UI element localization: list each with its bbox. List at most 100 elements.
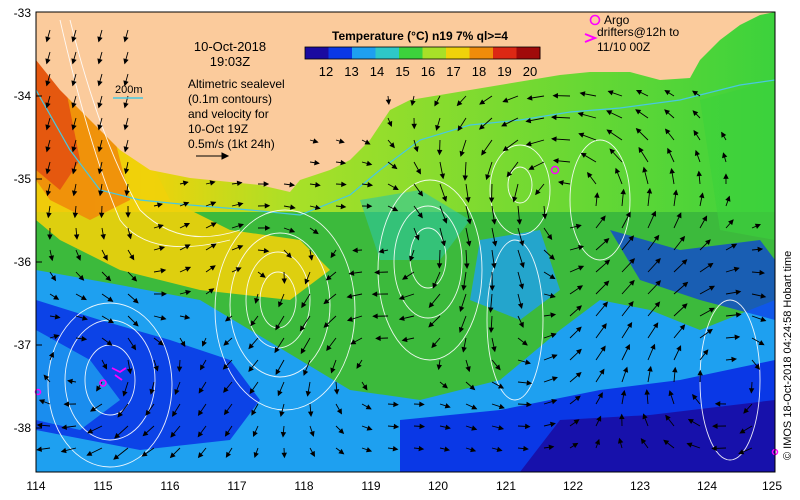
velocity-arrow-head [714, 401, 721, 407]
velocity-arrow-head [481, 149, 487, 156]
velocity-arrow-head [693, 129, 699, 136]
velocity-arrow-head [609, 148, 616, 155]
velocity-arrow-head [461, 346, 467, 353]
velocity-arrow-head [731, 356, 737, 363]
velocity-arrow-head [340, 203, 347, 210]
velocity-arrow-head [491, 346, 497, 353]
velocity-arrow-head [436, 263, 443, 269]
velocity-arrow-head [651, 210, 657, 217]
velocity-arrow-head [46, 212, 52, 219]
lon-label: 118 [294, 479, 313, 493]
velocity-arrow-head [444, 403, 451, 409]
velocity-arrow-head [81, 336, 88, 342]
velocity-arrow-head [603, 280, 610, 287]
velocity-arrow-head [153, 365, 159, 372]
velocity-arrow-head [223, 386, 229, 393]
velocity-arrow-head [60, 447, 67, 454]
velocity-arrow-head [97, 102, 103, 109]
velocity-arrow-head [722, 152, 728, 159]
velocity-arrow-head [362, 384, 368, 391]
scale-arrow [196, 152, 230, 160]
velocity-arrow-head [573, 419, 580, 425]
velocity-arrow-head [664, 128, 671, 135]
velocity-arrow-head [264, 203, 271, 209]
velocity-arrow-head [45, 80, 51, 87]
velocity-arrow-head [130, 344, 137, 351]
velocity-arrow-head [367, 182, 374, 188]
velocity-arrow-head [145, 409, 151, 416]
velocity-arrow-head [665, 414, 671, 421]
velocity-arrow-head [549, 421, 556, 428]
velocity-arrow-head [696, 170, 702, 177]
velocity-arrow-head [470, 446, 477, 453]
velocity-arrow-head [435, 124, 441, 131]
velocity-arrow-head [224, 430, 231, 437]
velocity-arrow-head [622, 366, 629, 373]
velocity-arrow-head [541, 213, 548, 220]
velocity-arrow-head [465, 366, 471, 373]
lon-label: 115 [93, 479, 112, 493]
velocity-arrow-head [170, 431, 176, 438]
velocity-arrow-head [75, 254, 81, 261]
velocity-arrow-head [578, 265, 585, 271]
velocity-arrow-head [748, 388, 755, 394]
velocity-arrow-head [668, 390, 674, 397]
velocity-arrow-head [308, 254, 314, 261]
velocity-arrow-head [488, 307, 494, 313]
velocity-arrow-head [338, 428, 345, 435]
velocity-arrow-head [550, 312, 557, 318]
velocity-arrow-head [428, 321, 435, 328]
velocity-arrow-head [471, 404, 478, 410]
velocity-arrow-head [440, 240, 446, 247]
drifter-label-line: 11/10 00Z [597, 40, 650, 54]
velocity-arrow-head [208, 288, 215, 294]
velocity-arrow-head [210, 243, 217, 249]
velocity-arrow-head [518, 321, 524, 328]
velocity-arrow-head [663, 439, 670, 446]
velocity-arrow-head [653, 234, 660, 241]
velocity-arrow-head [371, 291, 378, 297]
velocity-arrow-head [149, 388, 155, 395]
velocity-arrow-head [385, 99, 392, 105]
velocity-arrow-head [366, 425, 373, 431]
velocity-arrow-head [392, 446, 399, 452]
velocity-arrow-head [655, 257, 661, 264]
velocity-arrow-head [81, 315, 88, 321]
velocity-arrow-head [53, 334, 60, 340]
velocity-arrow-head [526, 401, 532, 408]
velocity-arrow-head [497, 383, 505, 389]
velocity-arrow-head [549, 293, 556, 299]
velocity-arrow-head [552, 158, 559, 164]
velocity-arrow-head [123, 36, 129, 43]
velocity-arrow-head [518, 240, 525, 247]
velocity-arrow-head [71, 146, 77, 153]
velocity-arrow-head [237, 244, 244, 251]
velocity-arrow-head [199, 364, 206, 371]
velocity-arrow-head [45, 146, 51, 153]
velocity-arrow-head [124, 190, 130, 197]
velocity-arrow-head [86, 450, 93, 456]
velocity-arrow-head [546, 234, 553, 241]
velocity-arrow-head [372, 313, 378, 319]
velocity-arrow-head [71, 58, 77, 65]
velocity-arrow-head [687, 418, 694, 425]
velocity-arrow-head [281, 452, 287, 459]
velocity-arrow-head [184, 244, 191, 250]
velocity-arrow-head [48, 255, 54, 262]
velocity-arrow-head [252, 430, 258, 437]
velocity-arrow-head [550, 332, 557, 338]
velocity-arrow-head [352, 247, 358, 254]
colorbar-tick-label: 15 [395, 64, 409, 79]
velocity-arrow-head [389, 142, 395, 149]
velocity-arrow-head [280, 431, 287, 438]
velocity-arrow-head [516, 219, 523, 225]
velocity-arrow-head [498, 403, 505, 410]
velocity-arrow-head [123, 58, 129, 65]
velocity-arrow-head [702, 349, 709, 356]
colorbar-segment [469, 47, 494, 59]
velocity-arrow-head [142, 430, 149, 437]
velocity-arrow-head [222, 363, 229, 370]
velocity-arrow-head [107, 296, 114, 302]
velocity-arrow-head [341, 181, 347, 188]
velocity-arrow-head [224, 316, 231, 322]
